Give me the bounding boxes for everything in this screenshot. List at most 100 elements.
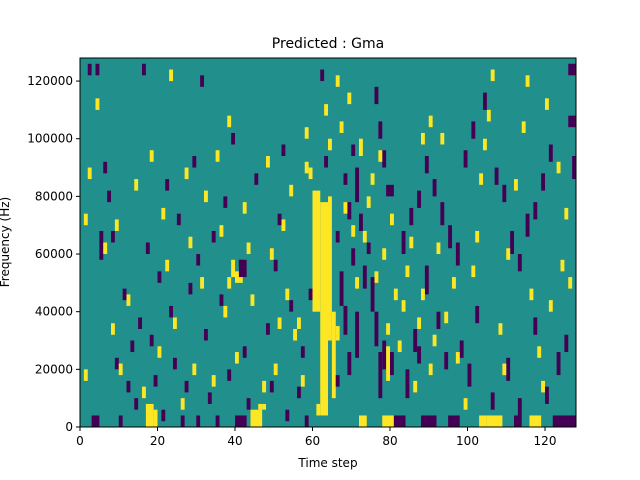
heatmap-cell: [444, 352, 449, 370]
heatmap-cell: [351, 225, 356, 237]
heatmap-cell: [126, 380, 131, 393]
heatmap-cell: [370, 173, 375, 185]
heatmap-cell: [235, 271, 243, 283]
heatmap-cell: [180, 398, 185, 410]
heatmap-cell: [324, 104, 329, 116]
heatmap-cell: [529, 415, 542, 427]
heatmap-cell: [401, 300, 406, 312]
heatmap-cell: [390, 415, 394, 427]
heatmap-cell: [142, 63, 146, 76]
heatmap-cell: [421, 415, 437, 427]
heatmap-cell: [374, 311, 379, 347]
heatmap-cell: [111, 230, 115, 243]
heatmap-cell: [145, 242, 150, 255]
heatmap-cell: [153, 409, 158, 427]
heatmap-cell: [184, 380, 189, 393]
heatmap-cell: [169, 305, 174, 318]
heatmap-cell: [355, 311, 360, 358]
heatmap-cell: [355, 277, 360, 289]
heatmap-cell: [266, 156, 270, 168]
heatmap-cell: [285, 409, 290, 422]
x-tick-label: 0: [76, 434, 84, 448]
heatmap-cell: [258, 403, 263, 410]
heatmap-cell: [568, 277, 573, 289]
heatmap-cell: [517, 398, 522, 416]
heatmap-cell: [328, 138, 332, 151]
heatmap-cell: [161, 409, 166, 422]
heatmap-cell: [289, 184, 294, 197]
heatmap-cell: [506, 357, 511, 381]
heatmap-cell: [409, 236, 414, 249]
heatmap-cell: [471, 265, 476, 278]
heatmap-cell: [568, 115, 576, 128]
heatmap-cell: [424, 156, 429, 174]
heatmap-cell: [444, 311, 449, 324]
heatmap-cell: [130, 340, 135, 353]
heatmap-cell: [374, 86, 379, 105]
heatmap-cell: [231, 259, 236, 278]
heatmap-cell: [149, 334, 154, 347]
heatmap-cell: [173, 317, 177, 329]
heatmap-cell: [107, 190, 112, 203]
heatmap-cell: [440, 132, 445, 145]
heatmap-cell: [211, 375, 216, 387]
heatmap-cell: [165, 179, 170, 191]
heatmap-cell: [289, 300, 294, 312]
heatmap-cell: [548, 144, 553, 162]
heatmap-cell: [552, 415, 576, 427]
heatmap-cell: [455, 352, 460, 364]
heatmap-cell: [560, 259, 565, 272]
y-axis-ticks: 0 20000 40000 60000 80000 100000 120000: [27, 74, 80, 434]
heatmap-cell: [335, 326, 340, 341]
heatmap-cell: [293, 328, 298, 341]
heatmap-cell: [483, 138, 487, 151]
heatmap-cell: [200, 277, 205, 289]
heatmap-cell: [541, 380, 546, 393]
heatmap-cell: [378, 150, 383, 162]
heatmap-cell: [269, 380, 274, 393]
heatmap-cell: [421, 288, 425, 301]
heatmap-cell: [343, 173, 348, 185]
heatmap-cell: [514, 415, 522, 427]
heatmap-cell: [366, 196, 371, 208]
heatmap-cell: [533, 317, 538, 335]
heatmap-cell: [118, 363, 123, 376]
y-tick-label: 20000: [35, 362, 73, 376]
heatmap-cell: [351, 144, 356, 157]
x-axis-label: Time step: [297, 456, 357, 470]
heatmap-cell: [393, 415, 406, 427]
heatmap-cell: [165, 259, 170, 272]
heatmap-cell: [95, 63, 100, 76]
heatmap-cell: [378, 121, 383, 139]
heatmap-cell: [463, 398, 468, 410]
heatmap-cell: [378, 352, 383, 399]
heatmap-cell: [83, 369, 88, 381]
x-tick-label: 20: [150, 434, 165, 448]
heatmap-cell: [142, 386, 146, 399]
heatmap-cell: [572, 156, 577, 180]
heatmap-cell: [382, 415, 390, 427]
heatmap-cell: [308, 288, 313, 301]
heatmap-cell: [223, 305, 228, 318]
heatmap-cell: [432, 334, 437, 347]
heatmap-cell: [514, 179, 518, 191]
heatmap-cell: [161, 207, 166, 220]
y-tick-label: 0: [65, 420, 73, 434]
plot-frame: [79, 57, 577, 428]
heatmap-cell: [386, 184, 394, 197]
heatmap-cell: [370, 277, 375, 312]
heatmap-cell: [227, 277, 232, 289]
heatmap-cell: [157, 346, 162, 358]
y-axis-label: Frequency (Hz): [0, 197, 12, 288]
heatmap-cell: [273, 259, 278, 272]
heatmap-cell: [339, 121, 344, 133]
heatmap-cell: [176, 213, 181, 226]
heatmap-cell: [386, 323, 391, 335]
heatmap-cell: [238, 259, 247, 278]
heatmap-cell: [521, 121, 526, 133]
heatmap-cell: [304, 127, 309, 139]
heatmap-cell: [533, 202, 538, 220]
heatmap-cell: [95, 98, 100, 110]
heatmap-cell: [316, 403, 321, 416]
heatmap-cell: [428, 115, 433, 128]
